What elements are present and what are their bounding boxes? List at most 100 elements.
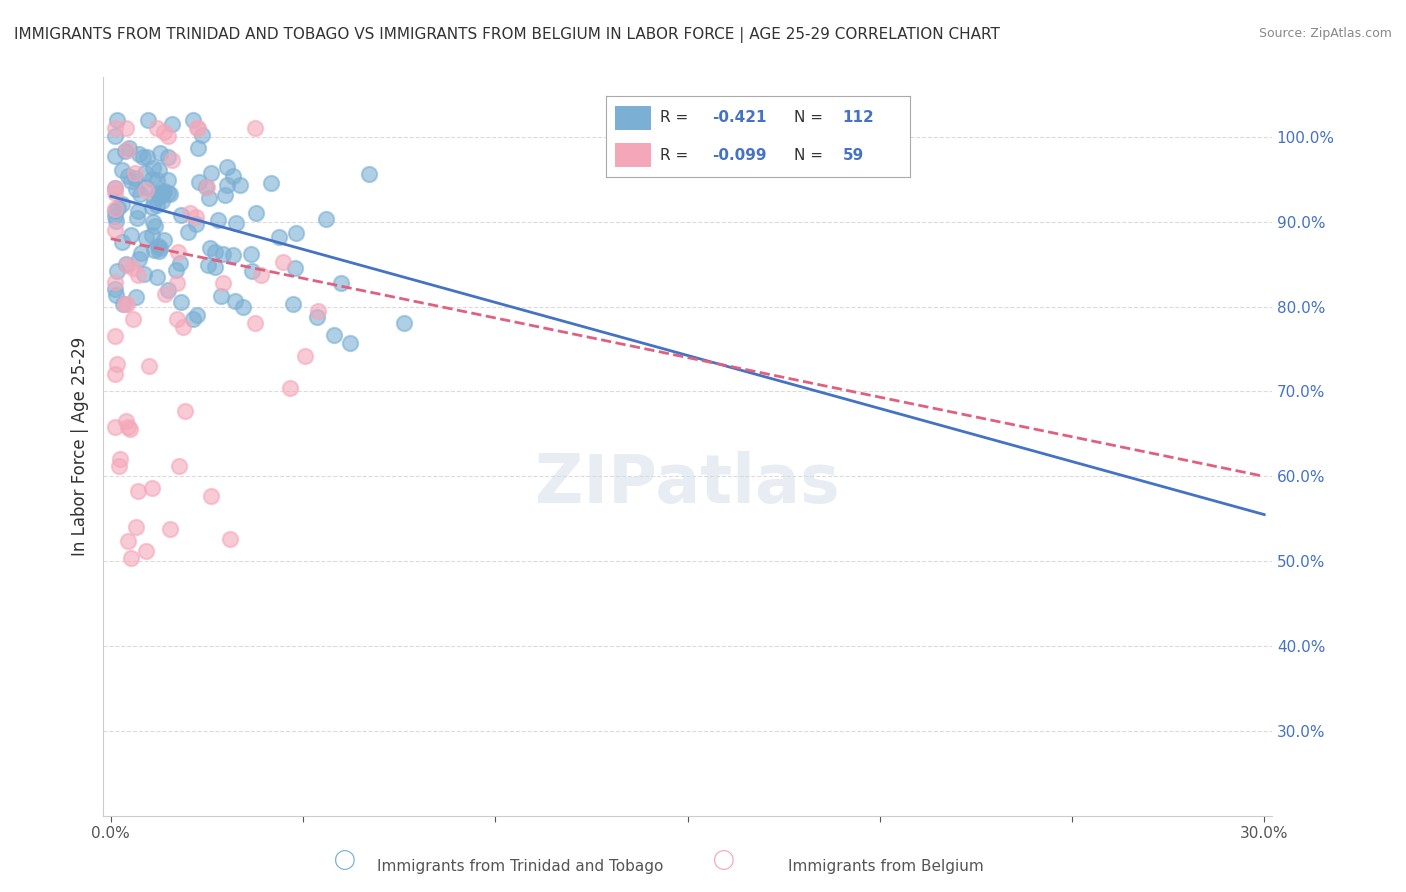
Point: [105, 357, 128, 371]
Point: [224, 293, 246, 308]
Point: [315, 212, 337, 227]
Point: [104, 209, 127, 223]
Point: [129, 245, 152, 260]
Point: [135, 230, 157, 244]
Point: [104, 186, 127, 201]
Point: [271, 254, 294, 268]
Point: [122, 261, 145, 276]
Point: [111, 197, 134, 211]
Point: [141, 227, 163, 242]
Point: [188, 175, 211, 189]
Point: [114, 297, 136, 311]
Point: [135, 180, 157, 194]
Point: [215, 160, 238, 174]
Point: [138, 359, 160, 373]
Point: [222, 248, 245, 262]
Point: [143, 219, 166, 234]
Point: [148, 244, 170, 258]
Point: [150, 194, 173, 208]
Point: [322, 328, 344, 343]
Point: [141, 172, 163, 186]
Point: [152, 186, 174, 200]
Point: [148, 187, 170, 202]
Point: [104, 149, 127, 163]
Point: [142, 194, 165, 208]
Point: [127, 268, 149, 283]
Point: [104, 420, 127, 434]
Point: [134, 267, 156, 281]
Point: [135, 543, 157, 558]
Point: [115, 296, 138, 310]
Point: [284, 260, 307, 275]
Point: [128, 252, 150, 266]
Text: Source: ZipAtlas.com: Source: ZipAtlas.com: [1258, 27, 1392, 40]
Point: [267, 230, 290, 244]
Point: [124, 166, 146, 180]
Text: ◯: ◯: [713, 850, 735, 870]
Point: [212, 247, 235, 261]
Point: [112, 297, 135, 311]
Point: [239, 247, 262, 261]
Point: [141, 200, 163, 214]
Point: [339, 335, 361, 350]
Point: [104, 223, 127, 237]
Point: [284, 226, 307, 240]
Point: [166, 312, 188, 326]
Point: [127, 203, 149, 218]
Point: [141, 481, 163, 495]
Point: [186, 308, 208, 322]
Point: [200, 166, 222, 180]
Point: [160, 117, 183, 131]
Point: [181, 311, 204, 326]
Point: [153, 184, 176, 198]
Point: [108, 458, 131, 473]
Point: [125, 182, 148, 196]
Point: [197, 258, 219, 272]
Point: [125, 211, 148, 226]
Point: [170, 208, 193, 222]
Point: [117, 169, 139, 184]
Point: [128, 147, 150, 161]
Point: [146, 238, 169, 252]
Point: [104, 276, 127, 290]
Point: [187, 141, 209, 155]
Point: [157, 128, 180, 143]
Point: [115, 414, 138, 428]
Point: [186, 121, 208, 136]
Y-axis label: In Labor Force | Age 25-29: In Labor Force | Age 25-29: [72, 337, 89, 557]
Point: [135, 150, 157, 164]
Point: [243, 316, 266, 330]
Point: [225, 216, 247, 230]
Point: [280, 381, 302, 395]
Point: [177, 225, 200, 239]
Point: [153, 286, 176, 301]
Point: [153, 233, 176, 247]
Point: [149, 241, 172, 255]
Point: [173, 404, 195, 418]
Point: [135, 183, 157, 197]
Point: [111, 162, 134, 177]
Text: Immigrants from Trinidad and Tobago: Immigrants from Trinidad and Tobago: [377, 859, 664, 874]
Point: [197, 180, 219, 194]
Point: [212, 276, 235, 290]
Point: [184, 217, 207, 231]
Point: [159, 522, 181, 536]
Point: [204, 244, 226, 259]
Point: [197, 191, 219, 205]
Point: [214, 187, 236, 202]
Point: [120, 174, 142, 188]
Point: [159, 186, 181, 201]
Point: [145, 269, 167, 284]
Point: [122, 311, 145, 326]
Point: [104, 121, 127, 136]
Point: [169, 459, 191, 474]
Point: [134, 166, 156, 180]
Point: [117, 419, 139, 434]
Point: [104, 367, 127, 381]
Point: [115, 143, 138, 157]
Point: [219, 533, 242, 547]
Point: [162, 153, 184, 167]
Point: [198, 241, 221, 255]
Point: [115, 121, 138, 136]
Point: [186, 121, 208, 136]
